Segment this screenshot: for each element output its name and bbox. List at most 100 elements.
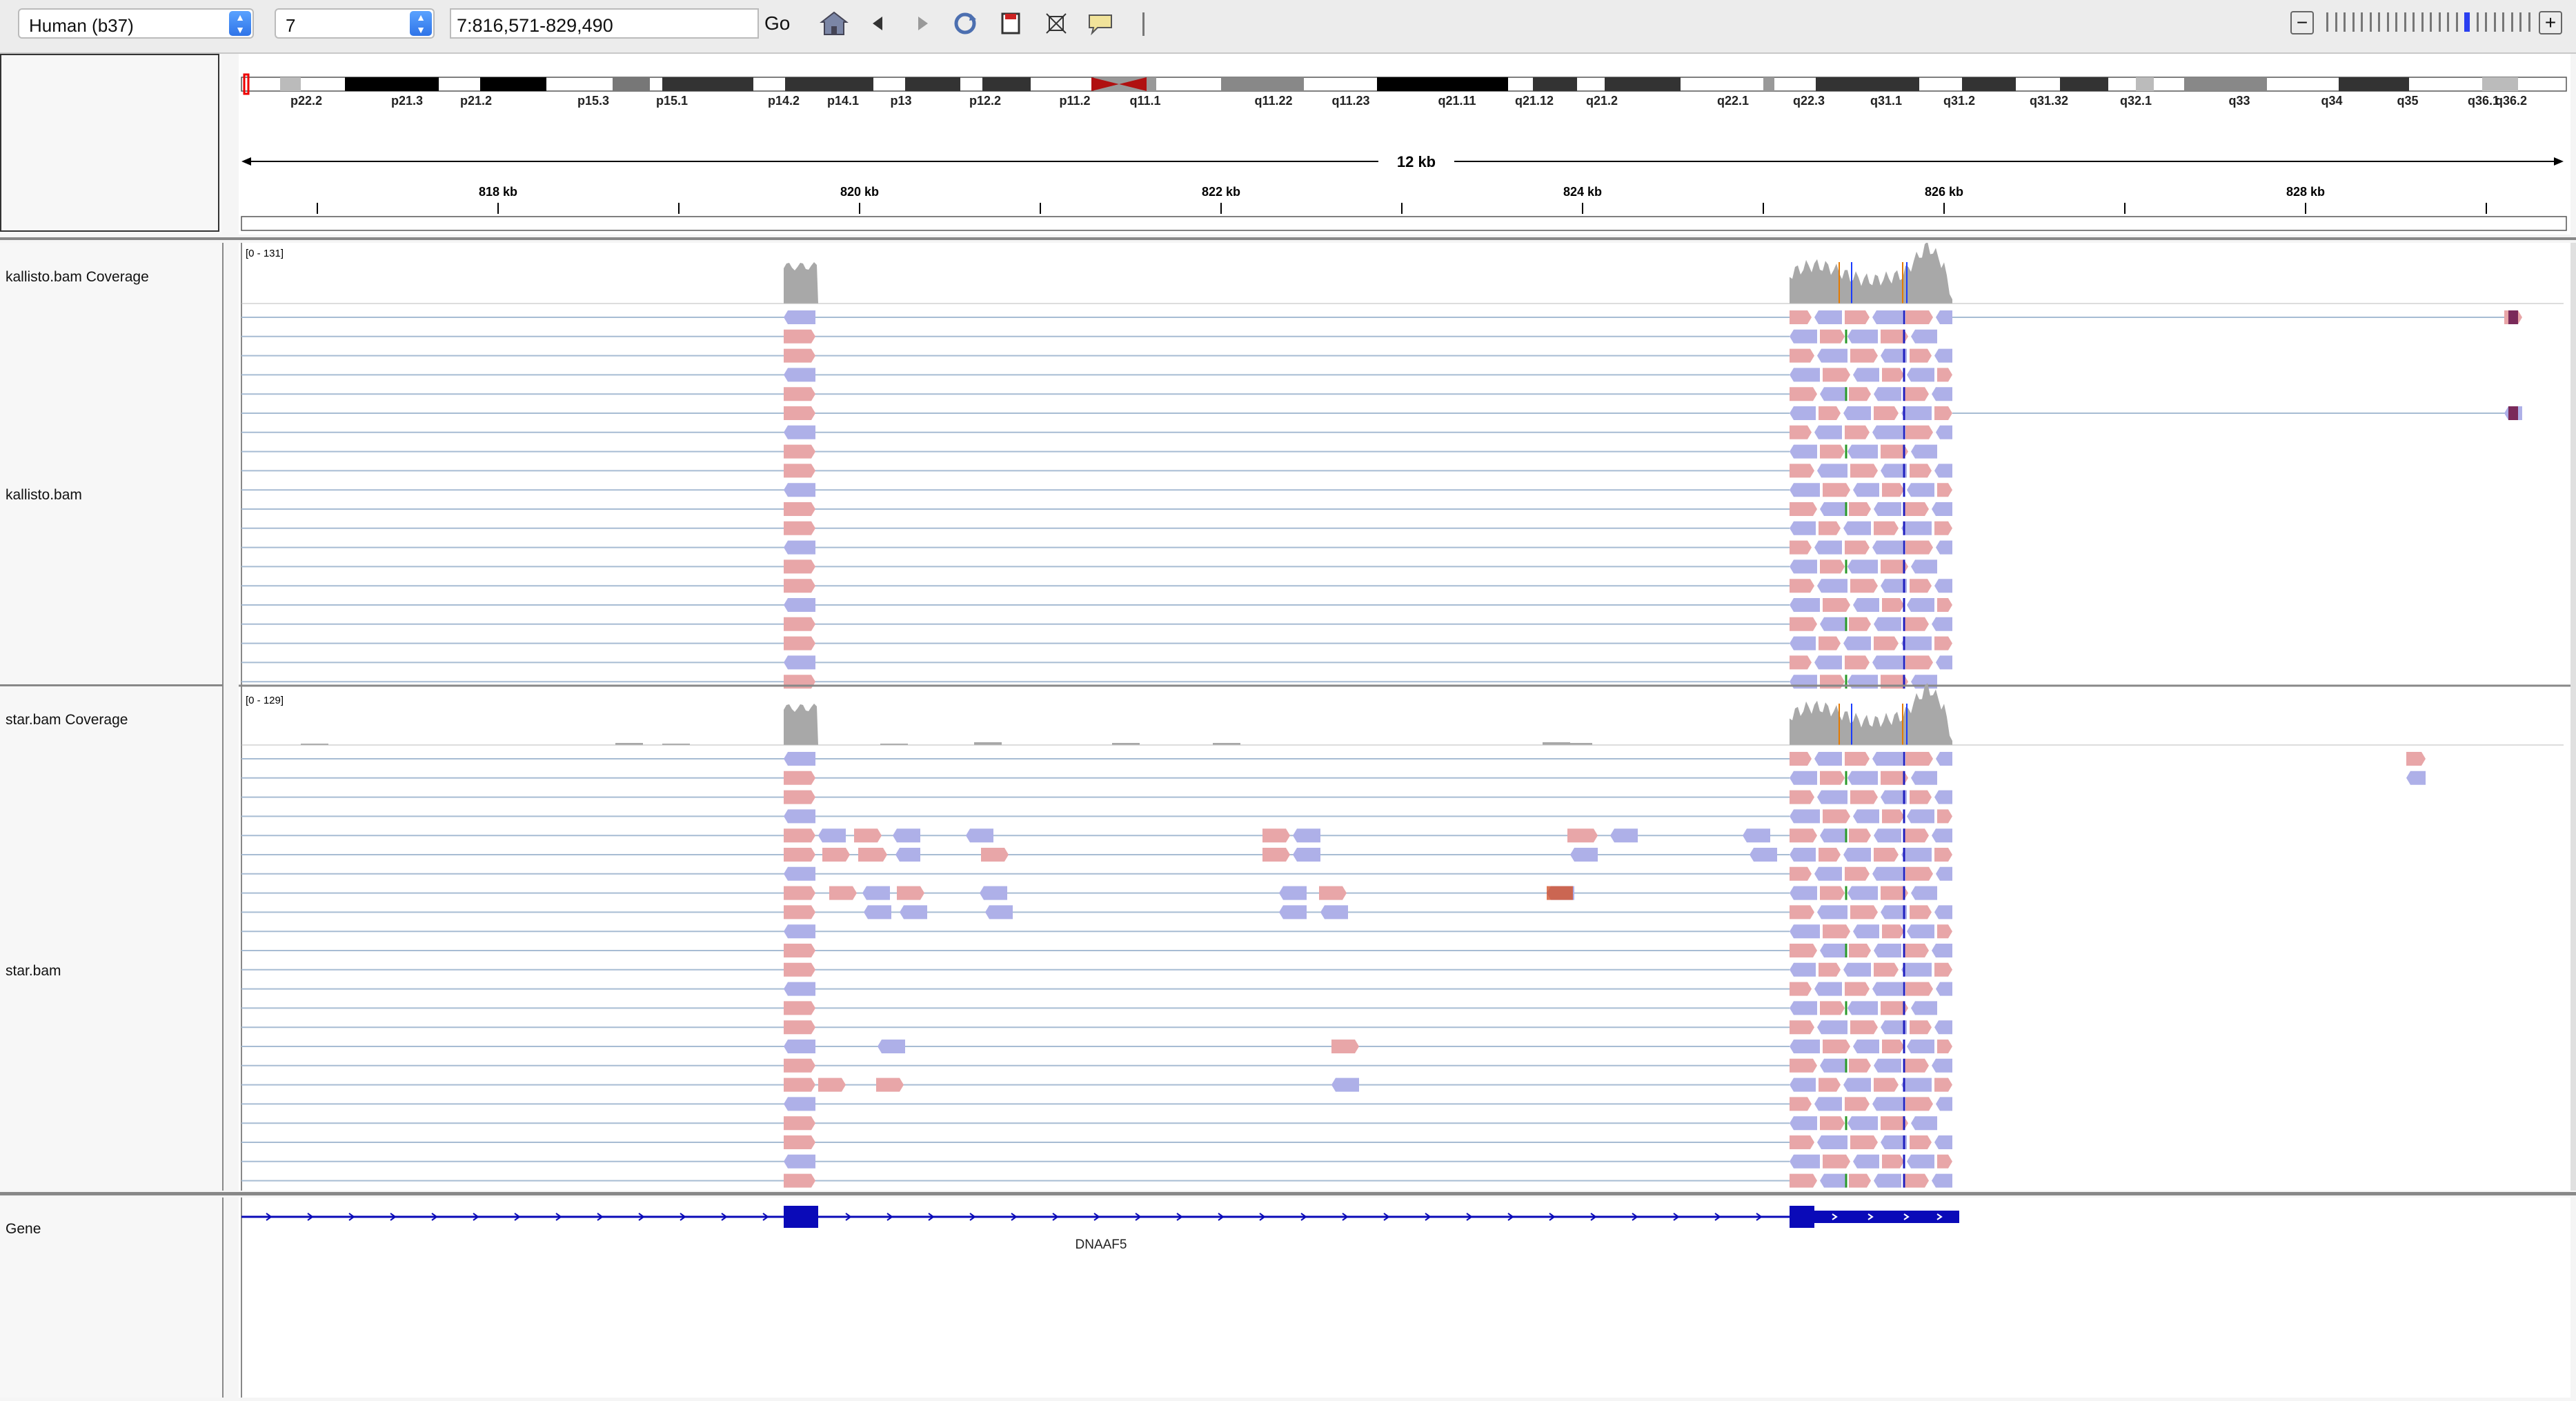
- zoom-tick[interactable]: [2378, 12, 2381, 32]
- alignment-bg: [239, 243, 2570, 1191]
- strand-arrow: [1383, 1213, 1390, 1221]
- aligned-read: [1911, 329, 1937, 344]
- aligned-read: [1849, 502, 1871, 516]
- alignment-scrollbar[interactable]: [2570, 243, 2576, 1191]
- aligned-read: [876, 1077, 904, 1092]
- aligned-read: [1901, 521, 1932, 535]
- aligned-read: [1790, 1154, 1820, 1169]
- cytoband: [613, 77, 650, 91]
- zoom-in-button[interactable]: +: [2539, 11, 2562, 34]
- region-select-icon[interactable]: [1040, 10, 1072, 40]
- refresh-icon[interactable]: [949, 10, 981, 40]
- zoom-tick[interactable]: [2412, 12, 2415, 32]
- aligned-read: [784, 905, 815, 920]
- alignment-svg[interactable]: [0 - 131] [0 - 129]: [239, 241, 2570, 1191]
- strand-arrow: [1549, 1213, 1556, 1221]
- aligned-read: [1814, 982, 1842, 996]
- aligned-read: [1820, 387, 1846, 401]
- strand-arrow: [1903, 1213, 1910, 1220]
- aligned-read: [1934, 848, 1952, 862]
- aligned-read: [1843, 962, 1871, 977]
- zoom-tick[interactable]: [2528, 12, 2530, 32]
- locus-input[interactable]: 7:816,571-829,490: [450, 8, 759, 39]
- track-name-star-alignments[interactable]: star.bam: [6, 963, 61, 979]
- aligned-read: [1790, 924, 1820, 939]
- centromere-p: [1091, 77, 1119, 91]
- cytoband-label: q31.32: [2030, 94, 2068, 108]
- zoom-tick[interactable]: [2438, 12, 2441, 32]
- cytoband-label: q21.12: [1515, 94, 1554, 108]
- zoom-tick[interactable]: [2510, 12, 2513, 32]
- aligned-read: [1790, 905, 1814, 920]
- coverage-low: [880, 744, 908, 745]
- cytoband-label: p13: [890, 94, 911, 108]
- aligned-read: [1932, 1058, 1952, 1073]
- cytoband: [345, 77, 439, 91]
- back-icon[interactable]: [862, 10, 894, 40]
- aligned-read: [1847, 886, 1878, 900]
- aligned-read: [1843, 406, 1871, 420]
- zoom-tick[interactable]: [2386, 12, 2389, 32]
- save-icon[interactable]: [995, 10, 1027, 40]
- gene-svg[interactable]: DNAAF5: [239, 1198, 2570, 1398]
- cytoband-label: q34: [2321, 94, 2342, 108]
- zoom-tick[interactable]: [2369, 12, 2372, 32]
- aligned-read: [1790, 406, 1816, 420]
- aligned-read: [966, 828, 993, 843]
- aligned-read: [1881, 1001, 1908, 1015]
- zoom-tick[interactable]: [2404, 12, 2406, 32]
- strand-arrow: [928, 1213, 935, 1221]
- home-icon[interactable]: [818, 10, 850, 40]
- aligned-read: [1905, 982, 1933, 996]
- popup-info-icon[interactable]: [1084, 10, 1116, 40]
- zoom-tick[interactable]: [2476, 12, 2479, 32]
- aligned-read: [1823, 368, 1850, 382]
- panel-divider[interactable]: [0, 237, 2576, 240]
- chromosome-select[interactable]: 7 ▲ ▼: [275, 8, 435, 39]
- strand-arrow: [1832, 1213, 1838, 1220]
- track-name-star-coverage[interactable]: star.bam Coverage: [6, 712, 128, 728]
- aligned-read: [1845, 1097, 1870, 1111]
- aligned-read: [1932, 387, 1952, 401]
- zoom-tick[interactable]: [2326, 12, 2328, 32]
- aligned-read: [1817, 905, 1847, 920]
- aligned-read: [1911, 1001, 1937, 1015]
- aligned-read: [1790, 1020, 1814, 1035]
- aligned-read: [2406, 752, 2426, 766]
- genome-select[interactable]: Human (b37) ▲ ▼: [18, 8, 254, 39]
- zoom-slider[interactable]: [2326, 12, 2530, 34]
- go-button[interactable]: Go: [764, 12, 791, 34]
- cytoband: [2482, 77, 2518, 91]
- zoom-tick[interactable]: [2464, 12, 2470, 32]
- zoom-tick[interactable]: [2344, 12, 2346, 32]
- zoom-tick[interactable]: [2455, 12, 2458, 32]
- zoom-tick[interactable]: [2361, 12, 2364, 32]
- zoom-tick[interactable]: [2335, 12, 2337, 32]
- aligned-read: [1882, 924, 1904, 939]
- aligned-read: [1750, 848, 1777, 862]
- panel-divider-lower[interactable]: [0, 1192, 2576, 1195]
- zoom-tick[interactable]: [2519, 12, 2522, 32]
- header-svg[interactable]: p22.2 p21.3 p21.2 p15.3 p15.1 p14.2 p14.1 p13 p1…: [239, 54, 2570, 235]
- track-name-gene[interactable]: Gene: [6, 1221, 41, 1237]
- zoom-tick[interactable]: [2447, 12, 2450, 32]
- toolbar-separator: [1142, 12, 1145, 36]
- zoom-tick[interactable]: [2421, 12, 2424, 32]
- zoom-tick[interactable]: [2395, 12, 2398, 32]
- read-mismatch-block: [2508, 406, 2518, 420]
- zoom-tick[interactable]: [2352, 12, 2355, 32]
- zoom-tick[interactable]: [2493, 12, 2496, 32]
- feature-name-panel: Gene: [0, 1198, 224, 1398]
- aligned-read: [784, 924, 815, 939]
- forward-icon[interactable]: [906, 10, 938, 40]
- zoom-tick[interactable]: [2485, 12, 2488, 32]
- zoom-out-button[interactable]: −: [2290, 11, 2314, 34]
- track-name-kallisto-alignments[interactable]: kallisto.bam: [6, 487, 82, 503]
- aligned-read: [1847, 444, 1878, 459]
- zoom-tick[interactable]: [2430, 12, 2433, 32]
- ruler-tick-label: 822 kb: [1202, 185, 1240, 199]
- cytoband: [662, 77, 753, 91]
- track-name-kallisto-coverage[interactable]: kallisto.bam Coverage: [6, 269, 149, 285]
- zoom-tick[interactable]: [2502, 12, 2505, 32]
- aligned-read: [1790, 1097, 1812, 1111]
